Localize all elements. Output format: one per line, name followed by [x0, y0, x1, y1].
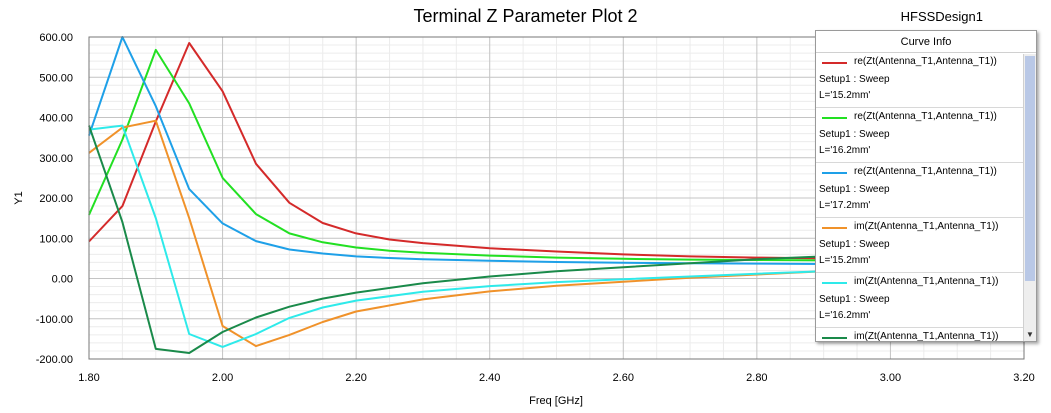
legend-title: Curve Info	[816, 31, 1036, 53]
x-tick-label: 2.60	[613, 372, 634, 384]
y-tick-labels: 600.00 500.00 400.00 300.00 200.00 100.00 0.00…	[36, 32, 73, 366]
y-tick-label: 500.00	[39, 72, 73, 84]
legend-entries: re(Zt(Antenna_T1,Antenna_T1)) Setup1 : Sw…	[816, 53, 1036, 342]
legend-variation: L='17.2mm'	[819, 200, 871, 211]
legend-swatch	[822, 282, 847, 284]
x-tick-label: 3.00	[880, 372, 901, 384]
x-tick-label: 2.20	[345, 372, 366, 384]
x-tick-label: 2.00	[212, 372, 233, 384]
legend-variation: L='15.2mm'	[819, 255, 871, 266]
x-tick-label: 2.80	[746, 372, 767, 384]
chart-title: Terminal Z Parameter Plot 2	[413, 6, 638, 26]
legend-entry[interactable]: im(Zt(Antenna_T1,Antenna_T1)) Setup1 : Sw…	[816, 218, 1036, 273]
x-axis-label: Freq [GHz]	[529, 395, 583, 407]
y-tick-label: 200.00	[39, 193, 73, 205]
legend-scroll-thumb[interactable]	[1025, 56, 1035, 281]
legend-setup: Setup1 : Sweep	[819, 239, 890, 250]
legend-entry[interactable]: re(Zt(Antenna_T1,Antenna_T1)) Setup1 : Sw…	[816, 163, 1036, 218]
legend-expression: re(Zt(Antenna_T1,Antenna_T1))	[854, 166, 997, 177]
curve-info-legend[interactable]: Curve Info re(Zt(Antenna_T1,Antenna_T1))…	[815, 30, 1037, 342]
legend-expression: im(Zt(Antenna_T1,Antenna_T1))	[854, 276, 999, 287]
y-tick-label: 600.00	[39, 32, 73, 44]
legend-variation: L='16.2mm'	[819, 145, 871, 156]
legend-entry[interactable]: im(Zt(Antenna_T1,Antenna_T1))Setup1 : Sw…	[816, 328, 1036, 342]
legend-entry[interactable]: im(Zt(Antenna_T1,Antenna_T1)) Setup1 : Sw…	[816, 273, 1036, 328]
legend-swatch	[822, 172, 847, 174]
y-tick-label: -100.00	[36, 314, 73, 326]
legend-setup: Setup1 : Sweep	[819, 294, 890, 305]
x-tick-label: 1.80	[78, 372, 99, 384]
y-tick-label: 100.00	[39, 233, 73, 245]
legend-setup: Setup1 : Sweep	[819, 129, 890, 140]
legend-swatch	[822, 117, 847, 119]
legend-swatch	[822, 337, 847, 339]
series-line-1	[88, 42, 1025, 262]
legend-expression: re(Zt(Antenna_T1,Antenna_T1))	[854, 56, 997, 67]
legend-expression: im(Zt(Antenna_T1,Antenna_T1))	[854, 331, 999, 342]
x-tick-label: 3.20	[1013, 372, 1034, 384]
legend-expression: re(Zt(Antenna_T1,Antenna_T1))	[854, 111, 997, 122]
series-line-2	[88, 48, 1025, 263]
legend-entry[interactable]: re(Zt(Antenna_T1,Antenna_T1)) Setup1 : Sw…	[816, 53, 1036, 108]
legend-setup: Setup1 : Sweep	[819, 74, 890, 85]
legend-swatch	[822, 227, 847, 229]
scroll-down-icon[interactable]: ▼	[1026, 330, 1034, 339]
legend-swatch	[822, 62, 847, 64]
legend-variation: L='16.2mm'	[819, 310, 871, 321]
y-tick-label: -200.00	[36, 354, 73, 366]
legend-entry[interactable]: re(Zt(Antenna_T1,Antenna_T1)) Setup1 : Sw…	[816, 108, 1036, 163]
project-label: HFSSDesign1	[900, 9, 983, 24]
legend-setup: Setup1 : Sweep	[819, 184, 890, 195]
y-axis-label: Y1	[13, 191, 25, 204]
y-tick-label: 0.00	[52, 274, 73, 286]
legend-scrollbar[interactable]: ▼	[1023, 54, 1036, 341]
legend-expression: im(Zt(Antenna_T1,Antenna_T1))	[854, 221, 999, 232]
x-tick-label: 2.40	[479, 372, 500, 384]
y-tick-label: 400.00	[39, 113, 73, 125]
series-line-3	[88, 36, 1024, 266]
y-tick-label: 300.00	[39, 153, 73, 165]
legend-variation: L='15.2mm'	[819, 90, 871, 101]
x-tick-labels: 1.80 2.00 2.20 2.40 2.60 2.80 3.00 3.20	[78, 372, 1034, 384]
